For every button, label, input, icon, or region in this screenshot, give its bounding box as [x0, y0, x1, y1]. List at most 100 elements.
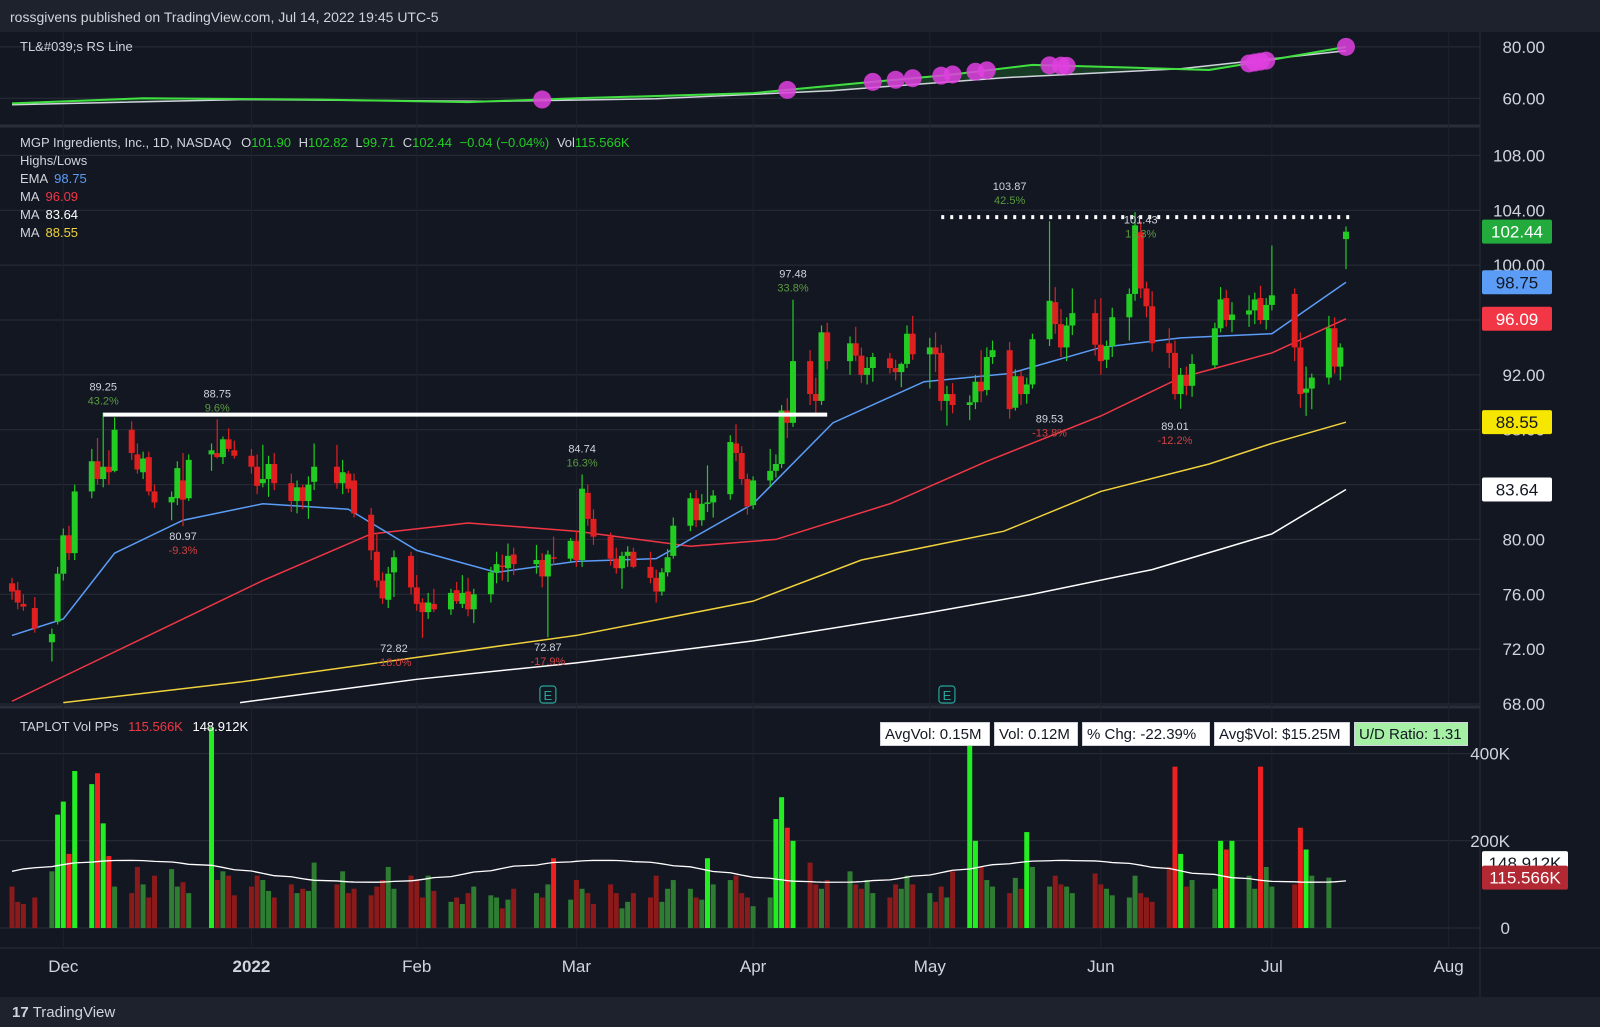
high-label: H — [298, 135, 308, 150]
volume-bar — [545, 884, 551, 928]
volume-bar — [870, 893, 876, 928]
candle-body — [613, 558, 620, 569]
candle-body — [949, 394, 956, 406]
candle-body — [1023, 384, 1030, 395]
volume-bar — [1064, 886, 1070, 928]
candle-body — [390, 557, 397, 573]
volume-bar — [619, 908, 625, 928]
volume-bar — [20, 904, 26, 928]
candle-body — [305, 484, 312, 502]
volume-bar — [169, 869, 175, 928]
candle-body — [14, 590, 21, 603]
candle-body — [105, 466, 112, 473]
volume-badge — [1482, 865, 1568, 890]
candle-body — [214, 453, 221, 458]
candle-body — [1177, 374, 1184, 395]
price-tick-label: 68.00 — [1502, 695, 1545, 714]
volume-bar — [590, 904, 596, 928]
volume-bar — [129, 893, 135, 928]
candle-body — [978, 381, 985, 392]
volume-bar — [898, 888, 904, 928]
volume-bar — [1104, 888, 1110, 928]
volume-tick-label: 0 — [1501, 919, 1510, 938]
volume-bar — [186, 893, 192, 928]
candle-body — [733, 443, 739, 454]
volume-bar — [910, 884, 916, 928]
volume-bar — [1229, 840, 1235, 928]
volume-bar — [1223, 849, 1229, 928]
rs-tick-label: 80.00 — [1502, 38, 1545, 57]
ma-96-09-line — [11, 318, 1347, 702]
volume-bar — [944, 897, 950, 928]
volume-bar — [1269, 886, 1275, 928]
volume-bar — [351, 888, 357, 928]
volume-bar — [819, 888, 825, 928]
volume-legend: TAPLOT Vol PPs 115.566K 148.912K — [20, 718, 248, 736]
candle-body — [653, 577, 660, 592]
indicator-value: 96.09 — [45, 189, 79, 204]
volume-bar — [471, 886, 477, 928]
time-tick-label: May — [914, 957, 947, 976]
price-tick-label: 76.00 — [1502, 585, 1545, 604]
candle-body — [664, 557, 671, 573]
candle-body — [379, 580, 386, 599]
candle-body — [1057, 324, 1064, 348]
volume-bar — [585, 893, 591, 928]
chart-background — [0, 32, 1600, 997]
candle-body — [584, 492, 591, 519]
indicator-row: Highs/Lows — [20, 152, 630, 170]
footer: 17 TradingView — [0, 997, 1600, 1027]
candle-body — [339, 472, 346, 484]
candle-body — [1291, 293, 1298, 348]
time-tick-label: Aug — [1433, 957, 1463, 976]
candle-body — [624, 551, 631, 556]
annotation-price: 84.74 — [568, 443, 596, 455]
rs-new-high-marker — [778, 80, 797, 99]
candle-body — [983, 357, 990, 390]
rs-new-high-marker — [1057, 56, 1076, 75]
candle-body — [1109, 317, 1116, 347]
volume-bar — [66, 853, 72, 928]
ma-88-55-line — [63, 421, 1347, 704]
volume-bar — [653, 875, 659, 928]
candle-body — [1126, 293, 1133, 318]
candle-body — [271, 464, 278, 484]
annotation-price: 80.97 — [169, 531, 197, 543]
candle-body — [567, 540, 574, 559]
volume-bar — [174, 886, 180, 928]
volume-bar — [984, 880, 990, 928]
volume-bar — [847, 871, 853, 928]
indicator-label: EMA — [20, 171, 49, 186]
volume-bar — [1166, 866, 1172, 928]
candle-body — [744, 479, 751, 507]
volume-bar — [1098, 884, 1104, 928]
candle-body — [1308, 377, 1315, 389]
drawn-lines — [103, 215, 1352, 417]
volume-bar — [608, 884, 614, 928]
candle-body — [408, 555, 415, 588]
volume-bar — [790, 840, 796, 928]
candle-body — [698, 503, 705, 521]
annotation-pct: -12.2% — [1158, 435, 1193, 447]
volume-bar — [55, 814, 61, 928]
candle-body — [66, 535, 73, 554]
volume-bar — [408, 875, 414, 928]
volume-bar — [1212, 888, 1218, 928]
tradingview-logo[interactable]: 17 TradingView — [12, 1004, 115, 1021]
candle-body — [180, 480, 187, 500]
volume-bar — [1143, 897, 1149, 928]
vol-value: 115.566K — [574, 135, 630, 150]
candles — [9, 212, 1349, 662]
volume-bar — [368, 895, 374, 928]
volume-bar — [933, 901, 939, 928]
price-badge-label: 88.55 — [1496, 413, 1539, 432]
rs-new-high-marker — [977, 61, 996, 80]
price-tick-label: 92.00 — [1502, 366, 1545, 385]
volume-bar — [887, 897, 893, 928]
symbol-row: MGP Ingredients, Inc., 1D, NASDAQ O101.9… — [20, 134, 630, 152]
publisher-bar: rossgivens published on TradingView.com,… — [0, 0, 1600, 32]
volume-stat-box: U/D Ratio: 1.31 — [1354, 722, 1468, 746]
volume-bar — [613, 893, 619, 928]
candle-body — [693, 498, 700, 521]
